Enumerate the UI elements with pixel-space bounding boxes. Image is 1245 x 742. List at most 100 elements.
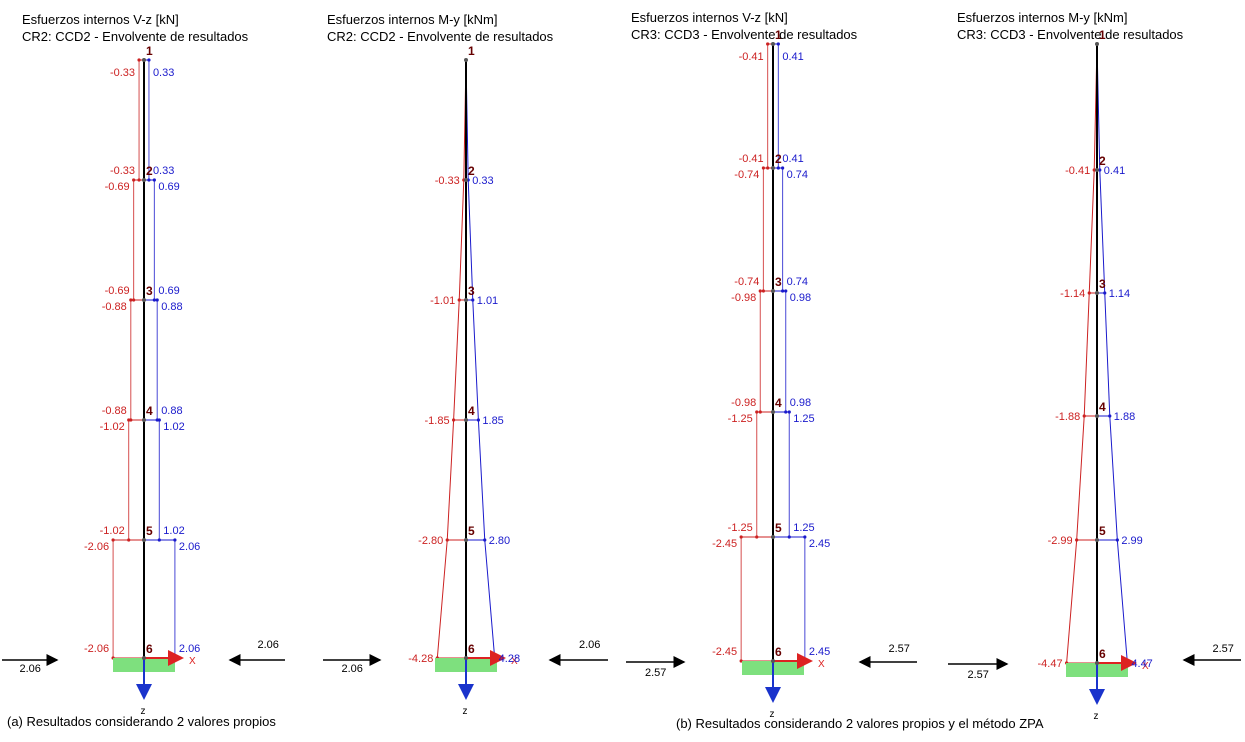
- panel-3-subtitle: CR3: CCD3 - Envolvente de resultados: [631, 27, 858, 42]
- panel-2-x-axis-label: X: [511, 656, 518, 667]
- panel-1-pos-point: [152, 178, 156, 182]
- caption-a: (a) Resultados considerando 2 valores pr…: [7, 714, 276, 729]
- panel-4-pos-value-label: 4.47: [1131, 658, 1152, 670]
- panel-2-node-point: [464, 178, 468, 182]
- panel-1-neg-value-label: -1.02: [100, 525, 125, 537]
- panel-3-pos-point: [787, 410, 791, 414]
- panel-1-diagram: Xz1-0.33 0.332-0.33-0.690.330.693-0.69-0.…: [2, 44, 285, 717]
- panel-1-node-label: 6: [146, 642, 153, 656]
- panel-3-neg-point: [739, 535, 743, 539]
- panel-3-node-label: 3: [775, 275, 782, 289]
- panel-1-neg-value-label: -0.33: [110, 165, 135, 177]
- panel-3-node-point: [771, 166, 775, 170]
- panel-1-neg-value-label: -0.88: [102, 405, 127, 417]
- panel-3-node-label: 2: [775, 152, 782, 166]
- panel-2-subtitle: CR2: CCD2 - Envolvente de resultados: [327, 29, 554, 44]
- panel-2-node-label: 3: [468, 284, 475, 298]
- panel-4-pos-value-label: 0.41: [1104, 165, 1125, 177]
- panel-4-pos-value-label: 2.99: [1121, 535, 1142, 547]
- panel-1-title: Esfuerzos internos V-z [kN]: [22, 12, 179, 27]
- panel-3-neg-value-label: -1.25: [728, 522, 753, 534]
- panel-1-node-point: [142, 656, 146, 660]
- panel-2-diagram: Xz 1 2 -0.33 0.33 3 -1.01 1.01 4 -1.85 1.85 5 -2.80 2…: [323, 44, 608, 717]
- panel-1-x-axis-label: X: [189, 656, 196, 667]
- panel-1-node-point: [142, 298, 146, 302]
- panel-2-neg-value-label: -1.85: [425, 415, 450, 427]
- panel-1-pos-point: [147, 58, 151, 62]
- panel-3-x-axis-label: X: [818, 659, 825, 670]
- panel-4-title: Esfuerzos internos M-y [kNm]: [957, 10, 1128, 25]
- panel-4-diagram: Xz 1 2 -0.41 0.41 3 -1.14 1.14 4 -1.88 1.88 5 -2.99 2…: [948, 28, 1241, 722]
- panel-3-pos-value-label: 2.45: [809, 538, 830, 550]
- panel-3-pos-value-label: 0.74: [787, 169, 808, 181]
- panel-1-neg-value-label: -2.06: [84, 541, 109, 553]
- panel-1-load-label-right: 2.06: [258, 639, 279, 651]
- panel-3-pos-point: [803, 535, 807, 539]
- panel-1-neg-value-label: -1.02: [100, 421, 125, 433]
- panel-2-load-label-left: 2.06: [342, 663, 363, 675]
- panel-2-pos-value-label: 0.33: [472, 175, 493, 187]
- panel-1-subtitle: CR2: CCD2 - Envolvente de resultados: [22, 29, 249, 44]
- panel-3-pos-value-label: 0.41: [782, 51, 803, 63]
- panel-3-title-block: Esfuerzos internos V-z [kN] CR3: CCD3 - …: [631, 9, 857, 43]
- panel-2-pos-value-label: 1.85: [482, 415, 503, 427]
- panel-2-pos-value-label: 1.01: [477, 295, 498, 307]
- panel-3-neg-value-label: -2.45: [712, 646, 737, 658]
- panel-1-neg-point: [137, 58, 141, 62]
- panel-1-pos-point: [155, 298, 159, 302]
- panel-4-title-block: Esfuerzos internos M-y [kNm] CR3: CCD3 -…: [957, 9, 1183, 43]
- panel-1-neg-value-label: -0.69: [105, 181, 130, 193]
- panel-2-title: Esfuerzos internos M-y [kNm]: [327, 12, 498, 27]
- panel-3-pos-value-label: 0.98: [790, 397, 811, 409]
- caption-b: (b) Resultados considerando 2 valores pr…: [676, 716, 1044, 731]
- panel-2-z-axis-label: z: [463, 706, 468, 717]
- panel-2-node-label: 1: [468, 44, 475, 58]
- panel-4-load-label-left: 2.57: [968, 669, 989, 681]
- panel-3-z-axis-label: z: [770, 709, 775, 720]
- panel-4-neg-value-label: -0.41: [1065, 165, 1090, 177]
- panel-3-pos-point: [776, 42, 780, 46]
- panel-1-pos-value-label: 0.88: [161, 405, 182, 417]
- panel-4-subtitle: CR3: CCD3 - Envolvente de resultados: [957, 27, 1184, 42]
- panel-4-neg-outline: [1066, 43, 1098, 664]
- panel-2-pos-value-label: 4.28: [499, 653, 520, 665]
- panel-2-load-label-right: 2.06: [579, 639, 600, 651]
- panel-3-neg-point: [758, 289, 762, 293]
- panel-2-neg-outline: [436, 59, 467, 659]
- panel-3-neg-value-label: -0.74: [734, 276, 759, 288]
- panel-4-node-point: [1095, 42, 1099, 46]
- panel-3-neg-value-label: -0.98: [731, 292, 756, 304]
- panel-3-pos-value-label: 0.98: [790, 292, 811, 304]
- panel-2-neg-value-label: -4.28: [408, 653, 433, 665]
- panel-1-neg-value-label: -0.33: [110, 67, 135, 79]
- panel-1-pos-value-label: 0.69: [158, 285, 179, 297]
- panel-4-node-point: [1095, 414, 1099, 418]
- panel-4-pos-outline: [1096, 43, 1128, 664]
- panel-1-pos-value-label: 0.69: [158, 181, 179, 193]
- panel-2-neg-value-label: -1.01: [430, 295, 455, 307]
- panel-1-pos-value-label: 0.33: [153, 165, 174, 177]
- panel-1-neg-value-label: -2.06: [84, 643, 109, 655]
- panel-4-x-axis-label: X: [1142, 661, 1149, 672]
- panel-3-neg-value-label: -2.45: [712, 538, 737, 550]
- panel-4-neg-value-label: -2.99: [1048, 535, 1073, 547]
- panel-1-node-point: [142, 538, 146, 542]
- panel-4-pos-value-label: 1.14: [1109, 288, 1130, 300]
- panel-2-pos-value-label: 2.80: [489, 535, 510, 547]
- panel-1-z-axis-label: z: [141, 706, 146, 717]
- panel-1-pos-value-label: 0.33: [153, 67, 174, 79]
- panel-3-node-label: 5: [775, 521, 782, 535]
- panel-3-pos-value-label: 1.25: [793, 413, 814, 425]
- panel-3-pos-point: [781, 166, 785, 170]
- panel-3-neg-point: [766, 42, 770, 46]
- panel-4-node-label: 4: [1099, 400, 1106, 414]
- panel-2-pos-outline: [465, 59, 496, 659]
- panel-3-node-label: 6: [775, 645, 782, 659]
- panel-3-pos-value-label: 0.41: [782, 153, 803, 165]
- panel-3-pos-value-label: 0.74: [787, 276, 808, 288]
- panel-3-neg-value-label: -0.41: [739, 153, 764, 165]
- panel-3-diagram: Xz1-0.41 0.412-0.41-0.740.410.743-0.74-0.…: [626, 28, 917, 720]
- panel-4-node-point: [1095, 661, 1099, 665]
- panel-4-node-label: 3: [1099, 277, 1106, 291]
